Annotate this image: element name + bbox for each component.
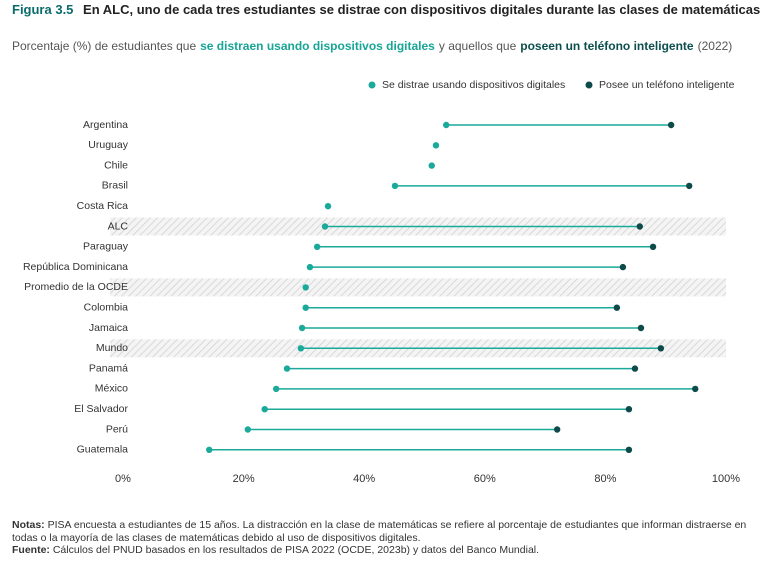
dot bbox=[432, 142, 440, 149]
y-tick-label: Argentina bbox=[83, 119, 128, 131]
dot bbox=[206, 446, 213, 453]
dot bbox=[313, 243, 321, 250]
x-tick-label: 40% bbox=[353, 473, 375, 485]
dot bbox=[261, 406, 268, 413]
y-tick-label: Chile bbox=[104, 159, 128, 171]
y-tick-label: Jamaica bbox=[89, 322, 128, 334]
dot bbox=[667, 121, 675, 129]
figure-label: Figura 3.5 bbox=[12, 2, 73, 17]
subtitle-part: se distraen usando dispositivos digitale… bbox=[200, 39, 435, 53]
y-tick-label: Perú bbox=[106, 423, 128, 435]
subtitle-part: (2022) bbox=[698, 39, 733, 53]
dot bbox=[321, 223, 329, 230]
subtitle-part: y aquellos que bbox=[439, 39, 517, 53]
x-tick-label: 20% bbox=[233, 473, 255, 485]
dot bbox=[302, 304, 309, 311]
dot bbox=[272, 385, 280, 393]
dot bbox=[613, 304, 621, 311]
x-tick-label: 80% bbox=[594, 473, 616, 485]
subtitle: Porcentaje (%) de estudiantes que se dist… bbox=[12, 39, 732, 53]
dot bbox=[636, 223, 643, 230]
y-tick-label: Panamá bbox=[89, 362, 128, 374]
dot bbox=[302, 284, 309, 291]
notes: Notas: PISA encuesta a estudiantes de 15… bbox=[12, 519, 752, 557]
y-tick-label: Colombia bbox=[84, 301, 129, 313]
source-line: Fuente: Cálculos del PNUD basados en los… bbox=[12, 544, 752, 557]
y-tick-label: Guatemala bbox=[77, 444, 129, 456]
notes-text: PISA encuesta a estudiantes de 15 años. … bbox=[12, 519, 747, 544]
chart-title: Figura 3.5 En ALC, uno de cada tres estu… bbox=[12, 2, 760, 17]
dot bbox=[428, 162, 435, 169]
notes-label: Notas: bbox=[12, 519, 45, 531]
x-tick-label: 0% bbox=[115, 473, 131, 485]
y-tick-label: Brasil bbox=[102, 180, 128, 192]
highlight-band bbox=[110, 278, 726, 297]
dot bbox=[686, 182, 693, 190]
y-tick-label: Mundo bbox=[96, 342, 128, 354]
dot bbox=[306, 263, 314, 271]
dot bbox=[443, 121, 450, 129]
source-label: Fuente: bbox=[12, 544, 50, 556]
legend-label: Se distrae usando dispositivos digitales bbox=[382, 79, 565, 91]
dot bbox=[631, 365, 639, 372]
dot bbox=[692, 385, 699, 393]
dot bbox=[283, 365, 291, 372]
dot bbox=[625, 446, 633, 453]
chart: Figura 3.5 En ALC, uno de cada tres estu… bbox=[12, 2, 760, 485]
y-tick-label: El Salvador bbox=[74, 403, 128, 415]
dot bbox=[625, 406, 633, 413]
source-text: Cálculos del PNUD basados en los resulta… bbox=[52, 544, 540, 556]
legend-marker bbox=[368, 81, 376, 89]
dot bbox=[657, 345, 665, 352]
y-tick-label: Promedio de la OCDE bbox=[24, 281, 128, 293]
y-tick-label: Paraguay bbox=[83, 241, 129, 253]
dot bbox=[297, 345, 305, 352]
y-tick-label: Costa Rica bbox=[77, 200, 129, 212]
x-tick-label: 60% bbox=[474, 473, 496, 485]
dot bbox=[324, 203, 332, 210]
dot bbox=[298, 324, 306, 332]
legend-marker bbox=[585, 81, 593, 89]
notes-line: Notas: PISA encuesta a estudiantes de 15… bbox=[12, 519, 752, 544]
dot bbox=[391, 182, 399, 190]
dot bbox=[649, 243, 657, 250]
dot bbox=[244, 426, 252, 433]
title-text: En ALC, uno de cada tres estudiantes se … bbox=[83, 2, 760, 17]
subtitle-part: poseen un teléfono inteligente bbox=[520, 39, 694, 53]
dot bbox=[553, 426, 561, 433]
dot bbox=[637, 324, 645, 332]
y-tick-label: México bbox=[95, 383, 128, 395]
y-tick-label: ALC bbox=[108, 220, 129, 232]
subtitle-part: Porcentaje (%) de estudiantes que bbox=[12, 39, 196, 53]
y-tick-label: Uruguay bbox=[88, 139, 128, 151]
legend-label: Posee un teléfono inteligente bbox=[599, 79, 735, 91]
dot bbox=[619, 263, 627, 271]
y-tick-label: República Dominicana bbox=[23, 261, 128, 273]
x-tick-label: 100% bbox=[712, 473, 740, 485]
